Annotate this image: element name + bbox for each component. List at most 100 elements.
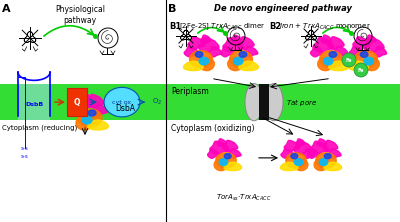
Polygon shape xyxy=(294,159,303,166)
Polygon shape xyxy=(280,162,298,171)
Polygon shape xyxy=(190,51,212,68)
Polygon shape xyxy=(220,46,233,57)
Polygon shape xyxy=(308,149,319,158)
Polygon shape xyxy=(333,46,348,57)
Ellipse shape xyxy=(104,87,140,117)
Polygon shape xyxy=(199,57,209,65)
Polygon shape xyxy=(329,52,337,57)
Polygon shape xyxy=(195,52,203,57)
Polygon shape xyxy=(366,35,376,44)
Polygon shape xyxy=(200,35,211,44)
Polygon shape xyxy=(294,141,312,154)
Polygon shape xyxy=(355,51,378,68)
Polygon shape xyxy=(88,120,108,130)
Text: s-s: s-s xyxy=(21,153,29,159)
Polygon shape xyxy=(318,57,333,71)
Polygon shape xyxy=(320,51,342,68)
Text: B2: B2 xyxy=(269,22,281,31)
FancyBboxPatch shape xyxy=(67,88,87,116)
Polygon shape xyxy=(317,139,326,146)
Text: s-s: s-s xyxy=(21,145,29,151)
Text: TorA$_{ss}$·TrxA$_{CACC}$: TorA$_{ss}$·TrxA$_{CACC}$ xyxy=(216,193,272,203)
Text: Fe: Fe xyxy=(358,67,364,73)
Polygon shape xyxy=(216,153,236,168)
Polygon shape xyxy=(188,37,205,49)
Polygon shape xyxy=(68,105,82,115)
Polygon shape xyxy=(321,35,332,44)
Polygon shape xyxy=(239,52,247,57)
Polygon shape xyxy=(82,116,92,124)
Text: B: B xyxy=(168,4,176,14)
Polygon shape xyxy=(364,57,374,65)
Polygon shape xyxy=(310,141,328,154)
Text: A: A xyxy=(2,4,11,14)
Polygon shape xyxy=(80,93,90,101)
Polygon shape xyxy=(219,159,228,166)
Polygon shape xyxy=(223,140,238,152)
Polygon shape xyxy=(324,162,342,171)
Polygon shape xyxy=(328,149,341,158)
Polygon shape xyxy=(78,109,102,127)
Polygon shape xyxy=(310,46,323,57)
Text: $\it{Iron}$ + $\it{TrxA_{CACC}}$ monomer: $\it{Iron}$ + $\it{TrxA_{CACC}}$ monomer xyxy=(279,22,371,32)
Polygon shape xyxy=(86,94,104,108)
Polygon shape xyxy=(313,38,334,52)
Polygon shape xyxy=(208,149,219,158)
Polygon shape xyxy=(217,139,226,146)
Polygon shape xyxy=(348,61,368,71)
Polygon shape xyxy=(231,35,242,44)
Polygon shape xyxy=(230,51,252,68)
Bar xyxy=(166,84,400,120)
Polygon shape xyxy=(363,38,384,52)
Polygon shape xyxy=(291,154,298,159)
Polygon shape xyxy=(353,37,370,49)
Text: De novo engineered pathway: De novo engineered pathway xyxy=(214,4,352,13)
Text: [2Fe-2S] $\it{TrxA_{CACC}}$ dimer: [2Fe-2S] $\it{TrxA_{CACC}}$ dimer xyxy=(179,22,266,32)
Polygon shape xyxy=(239,61,258,71)
Text: Cytoplasm (oxidizing): Cytoplasm (oxidizing) xyxy=(171,124,254,133)
Text: DsbB: DsbB xyxy=(25,102,43,107)
Bar xyxy=(0,84,166,120)
Polygon shape xyxy=(184,46,199,57)
Text: Periplasm: Periplasm xyxy=(171,87,209,96)
FancyBboxPatch shape xyxy=(18,84,50,120)
Polygon shape xyxy=(184,61,203,71)
Polygon shape xyxy=(228,149,241,158)
Polygon shape xyxy=(360,52,368,57)
Polygon shape xyxy=(349,46,364,57)
Text: O$_2$: O$_2$ xyxy=(152,97,162,107)
Polygon shape xyxy=(237,37,254,49)
Polygon shape xyxy=(223,38,244,52)
Circle shape xyxy=(354,63,368,77)
Polygon shape xyxy=(323,140,338,152)
Polygon shape xyxy=(198,38,219,52)
Polygon shape xyxy=(374,46,386,57)
Polygon shape xyxy=(319,159,328,166)
Polygon shape xyxy=(224,154,231,159)
Polygon shape xyxy=(294,159,308,171)
Polygon shape xyxy=(228,57,243,71)
Polygon shape xyxy=(209,46,222,57)
Polygon shape xyxy=(324,154,331,159)
Polygon shape xyxy=(364,57,379,71)
Text: DsbA: DsbA xyxy=(115,103,135,113)
Polygon shape xyxy=(296,139,305,146)
Polygon shape xyxy=(234,57,243,65)
Polygon shape xyxy=(224,162,242,171)
Polygon shape xyxy=(214,159,228,171)
Polygon shape xyxy=(210,141,228,154)
Circle shape xyxy=(342,53,356,67)
Text: Physiological
pathway: Physiological pathway xyxy=(55,5,105,25)
Ellipse shape xyxy=(245,83,263,121)
Polygon shape xyxy=(327,37,344,49)
Polygon shape xyxy=(88,110,96,116)
Polygon shape xyxy=(284,140,299,152)
Bar xyxy=(259,84,269,120)
Polygon shape xyxy=(92,105,108,115)
Ellipse shape xyxy=(265,83,283,121)
Text: Fe: Fe xyxy=(346,57,352,63)
Polygon shape xyxy=(303,149,314,158)
Text: cyt ox: cyt ox xyxy=(112,100,132,105)
Polygon shape xyxy=(324,57,333,65)
Text: B1: B1 xyxy=(169,22,181,31)
